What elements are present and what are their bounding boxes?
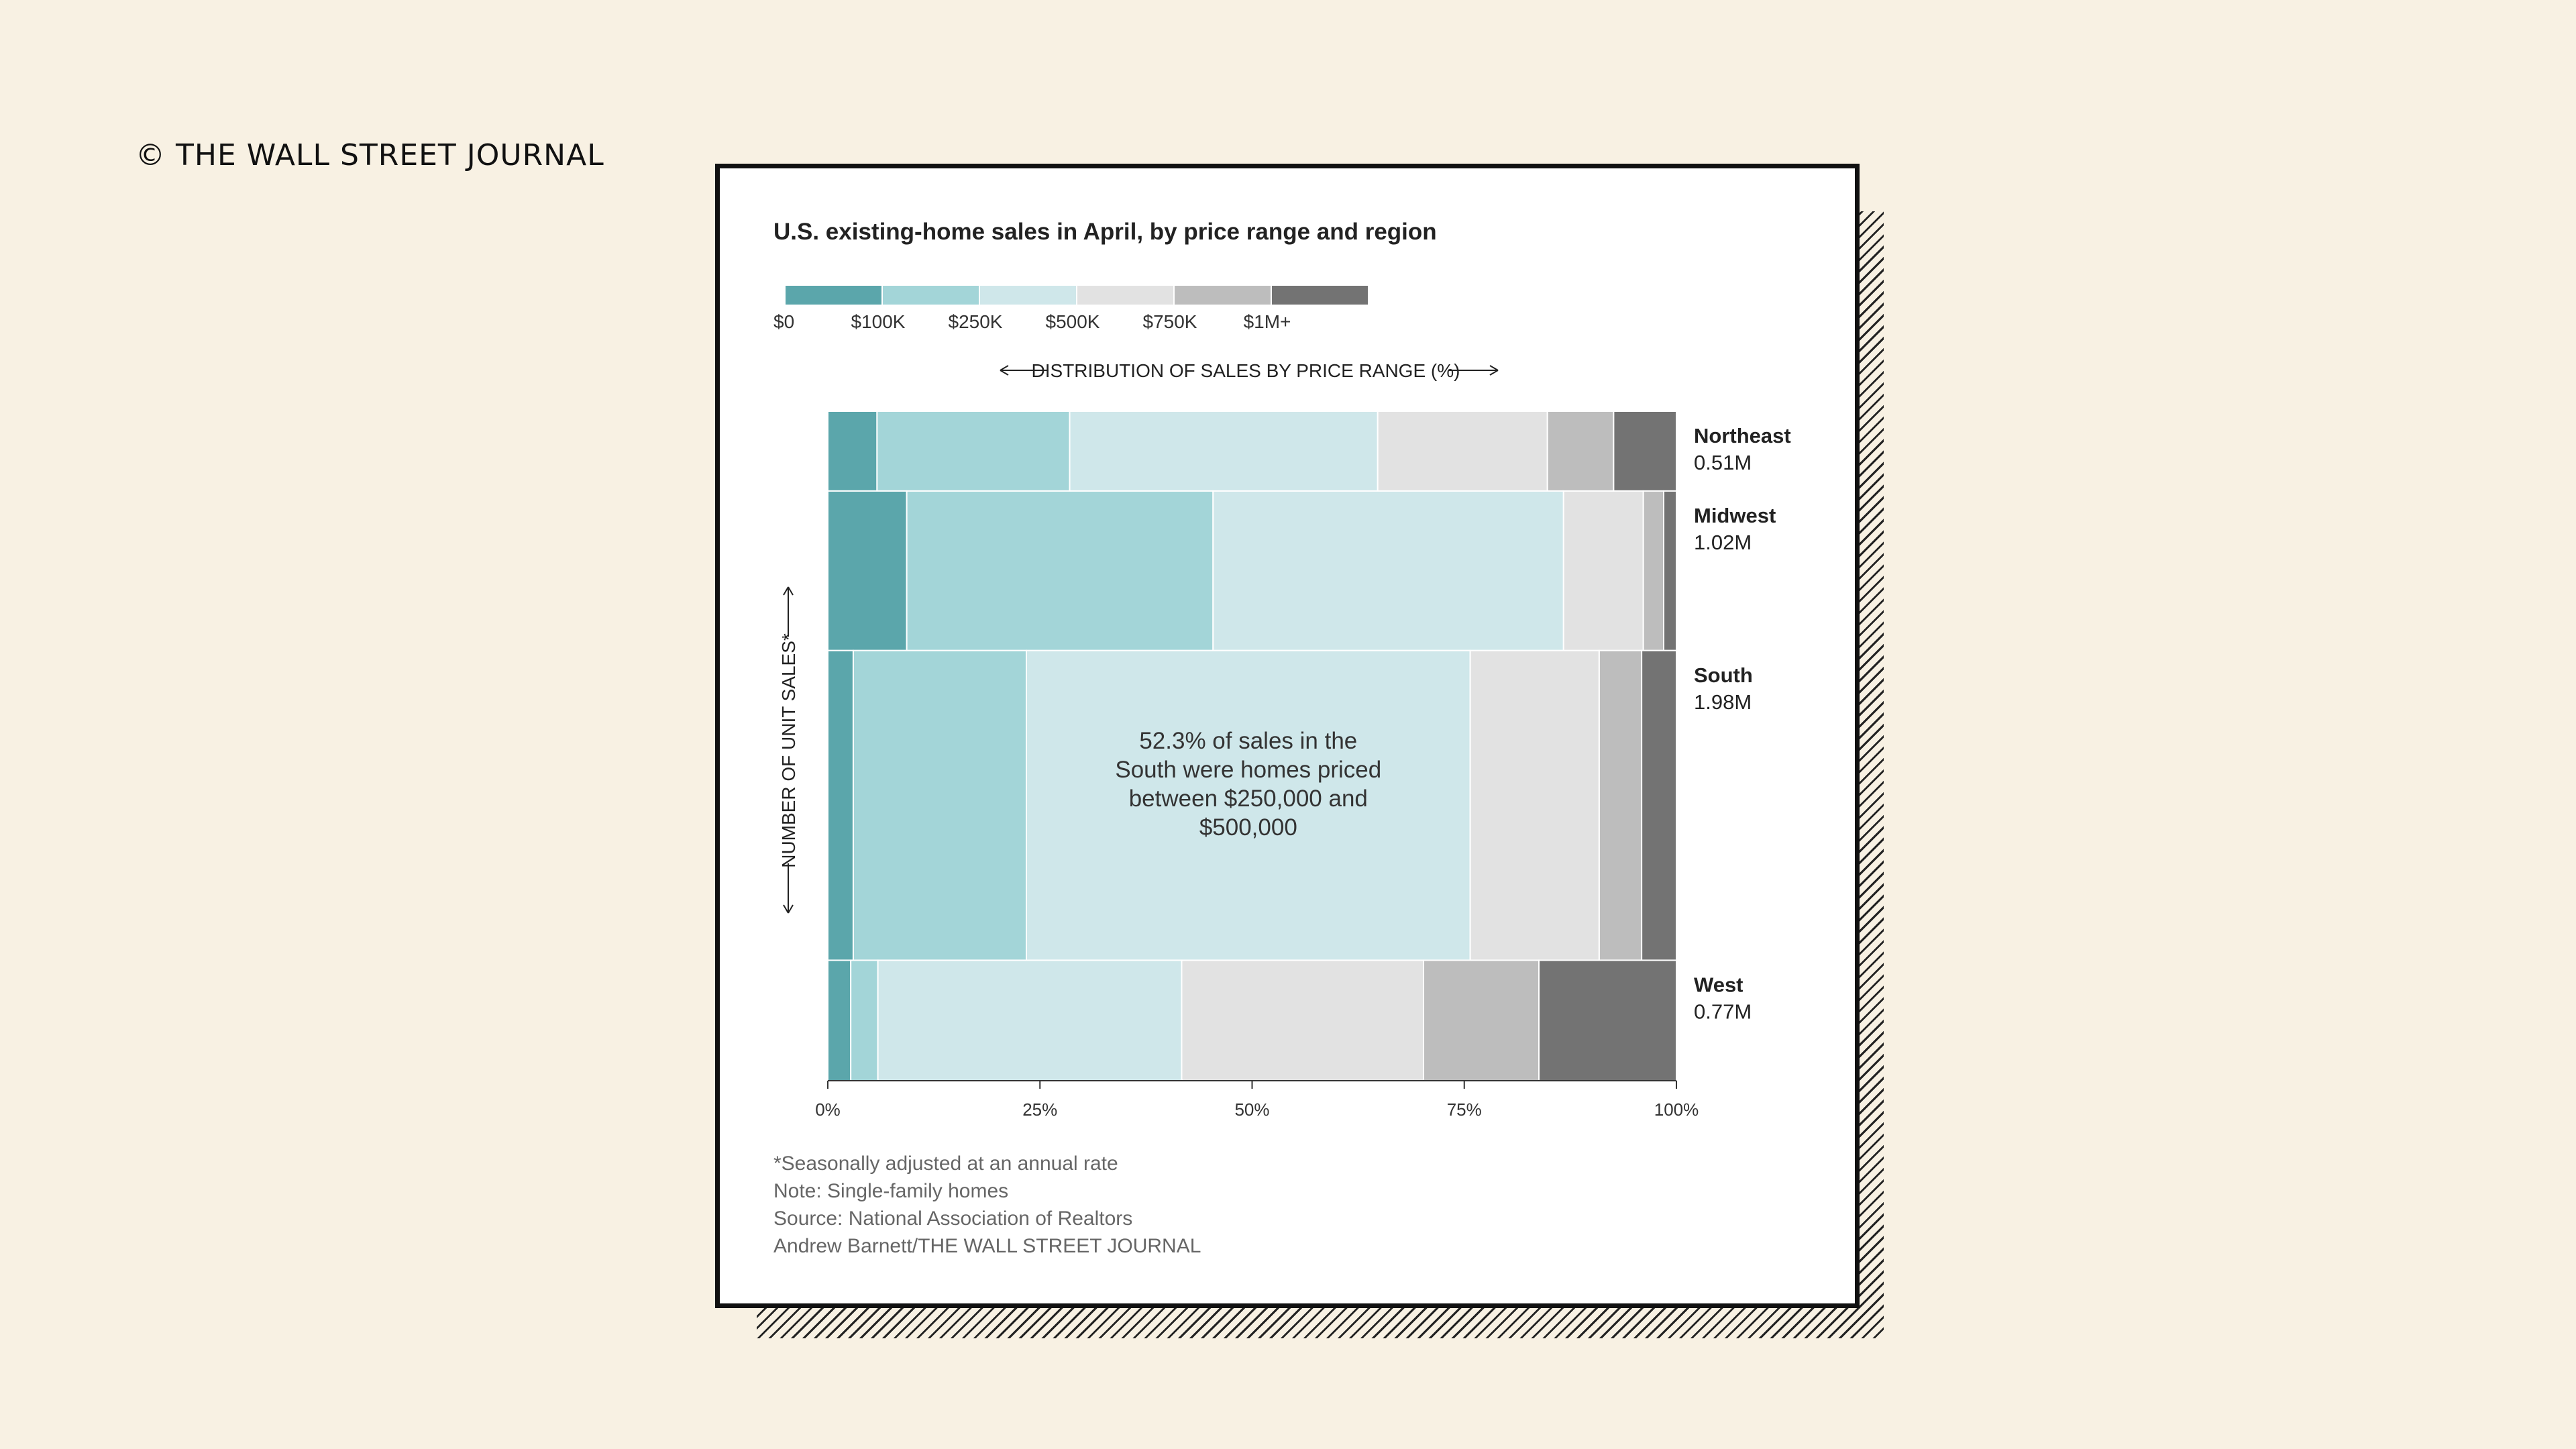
cell-northeast-4 (1546, 411, 1615, 492)
cell-south-4 (1598, 649, 1643, 961)
footnotes: *Seasonally adjusted at an annual rate N… (773, 1152, 1201, 1257)
y-axis-arrowhead-top (783, 586, 794, 596)
legend-label-2: $250K (949, 311, 1003, 332)
footnote-seasonal: *Seasonally adjusted at an annual rate (773, 1152, 1118, 1175)
y-axis-arrowhead-bottom (783, 904, 794, 914)
footnote-note: Note: Single-family homes (773, 1180, 1008, 1202)
legend-swatch-1 (883, 286, 979, 305)
cell-midwest-5 (1663, 490, 1678, 651)
region-name-northeast: Northeast (1694, 424, 1791, 447)
copyright-label: © THE WALL STREET JOURNAL (136, 138, 604, 172)
legend-label-0: $0 (773, 311, 794, 332)
cell-south-1 (852, 649, 1028, 961)
x-axis-arrowhead-left (1000, 365, 1009, 376)
legend-swatch-0 (786, 286, 881, 305)
cell-west-2 (877, 959, 1183, 1081)
cell-south-0 (827, 649, 854, 961)
cell-midwest-2 (1212, 490, 1564, 651)
annotation-line-3: $500,000 (1199, 814, 1297, 841)
x-tick-label-3: 75% (1447, 1099, 1482, 1120)
mosaic-plot-area (827, 411, 1678, 1081)
legend-label-4: $750K (1143, 311, 1197, 332)
cell-south-3 (1469, 649, 1600, 961)
chart-title: U.S. existing-home sales in April, by pr… (773, 219, 1437, 245)
annotation-line-1: South were homes priced (1115, 757, 1381, 783)
cell-west-3 (1181, 959, 1425, 1081)
x-axis-label: DISTRIBUTION OF SALES BY PRICE RANGE (%) (1032, 360, 1460, 381)
legend-swatch-3 (1077, 286, 1173, 305)
x-tick-label-4: 100% (1654, 1099, 1699, 1120)
cell-northeast-2 (1069, 411, 1379, 492)
cell-northeast-0 (827, 411, 878, 492)
legend-label-5: $1M+ (1244, 311, 1291, 332)
cell-west-4 (1423, 959, 1540, 1081)
legend-label-3: $500K (1046, 311, 1100, 332)
y-axis-label: NUMBER OF UNIT SALES* (778, 633, 799, 868)
legend-swatch-4 (1175, 286, 1271, 305)
cell-south-5 (1641, 649, 1678, 961)
cell-south-2 (1026, 649, 1471, 961)
cell-northeast-1 (876, 411, 1071, 492)
footnote-source: Source: National Association of Realtors (773, 1208, 1132, 1230)
region-total-northeast: 0.51M (1694, 451, 1752, 474)
chart-card: U.S. existing-home sales in April, by pr… (715, 164, 1860, 1308)
south-annotation: 52.3% of sales in the South were homes pr… (1115, 728, 1381, 841)
cell-midwest-4 (1642, 490, 1665, 651)
region-name-south: South (1694, 663, 1753, 687)
region-labels: Northeast 0.51M Midwest 1.02M South 1.98M West… (1694, 424, 1791, 1023)
legend-label-1: $100K (851, 311, 906, 332)
cell-midwest-1 (906, 490, 1214, 651)
region-total-west: 0.77M (1694, 1000, 1752, 1023)
cell-west-1 (850, 959, 879, 1081)
region-name-midwest: Midwest (1694, 504, 1776, 527)
legend: $0 $100K $250K $500K $750K $1M+ (773, 286, 1368, 332)
region-name-west: West (1694, 973, 1743, 996)
cell-northeast-5 (1613, 411, 1678, 492)
x-tick-label-2: 50% (1234, 1099, 1269, 1120)
cell-west-5 (1538, 959, 1677, 1081)
annotation-line-2: between $250,000 and (1129, 786, 1368, 812)
cell-northeast-3 (1377, 411, 1548, 492)
region-total-midwest: 1.02M (1694, 531, 1752, 554)
x-tick-label-0: 0% (815, 1099, 841, 1120)
cell-midwest-3 (1562, 490, 1644, 651)
x-axis: 0% 25% 50% 75% 100% (815, 1080, 1699, 1120)
legend-swatch-2 (980, 286, 1076, 305)
mosaic-chart: U.S. existing-home sales in April, by pr… (773, 219, 1791, 1257)
cell-west-0 (827, 959, 852, 1081)
annotation-line-0: 52.3% of sales in the (1139, 728, 1357, 754)
cell-midwest-0 (827, 490, 908, 651)
x-axis-arrowhead-right (1489, 365, 1499, 376)
region-total-south: 1.98M (1694, 690, 1752, 714)
footnote-credit: Andrew Barnett/THE WALL STREET JOURNAL (773, 1235, 1201, 1257)
legend-swatch-5 (1272, 286, 1368, 305)
x-tick-label-1: 25% (1022, 1099, 1057, 1120)
